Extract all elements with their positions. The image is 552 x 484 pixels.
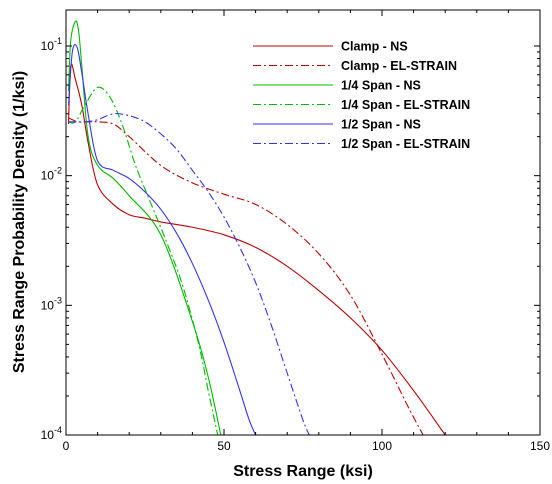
series-line-4 xyxy=(67,44,257,435)
x-axis-title: Stress Range (ksi) xyxy=(233,463,373,480)
plot-frame xyxy=(65,9,541,436)
series-line-3 xyxy=(68,86,219,435)
legend-label-1: Clamp - EL-STRAIN xyxy=(341,59,457,73)
x-tick-label: 0 xyxy=(63,439,70,453)
series-line-5 xyxy=(68,113,310,435)
legend-label-0: Clamp - NS xyxy=(341,40,408,54)
x-tick-label: 150 xyxy=(530,439,550,453)
y-tick-label: 10-4 xyxy=(41,425,62,442)
y-tick-label: 10-3 xyxy=(41,295,62,312)
legend-label-3: 1/4 Span - EL-STRAIN xyxy=(341,98,470,112)
y-tick-label: 10-1 xyxy=(41,36,62,53)
legend-label-4: 1/2 Span - NS xyxy=(341,118,421,132)
y-axis-title: Stress Range Probability Density (1/ksi) xyxy=(11,71,28,373)
series-line-1 xyxy=(68,117,424,435)
x-tick-label: 50 xyxy=(217,439,231,453)
legend-label-5: 1/2 Span - EL-STRAIN xyxy=(341,137,470,151)
legend: Clamp - NS Clamp - EL-STRAIN 1/4 Span - NS… xyxy=(253,40,470,151)
y-tick-label: 10-2 xyxy=(41,166,62,183)
ticks-layer: 0 50 100 150 10-4 10-3 10-2 10-1 xyxy=(41,10,550,453)
series-layer xyxy=(67,20,446,435)
x-tick-label: 100 xyxy=(372,439,392,453)
axes-layer xyxy=(65,9,541,436)
series-line-0 xyxy=(67,63,446,435)
legend-label-2: 1/4 Span - NS xyxy=(341,79,421,93)
